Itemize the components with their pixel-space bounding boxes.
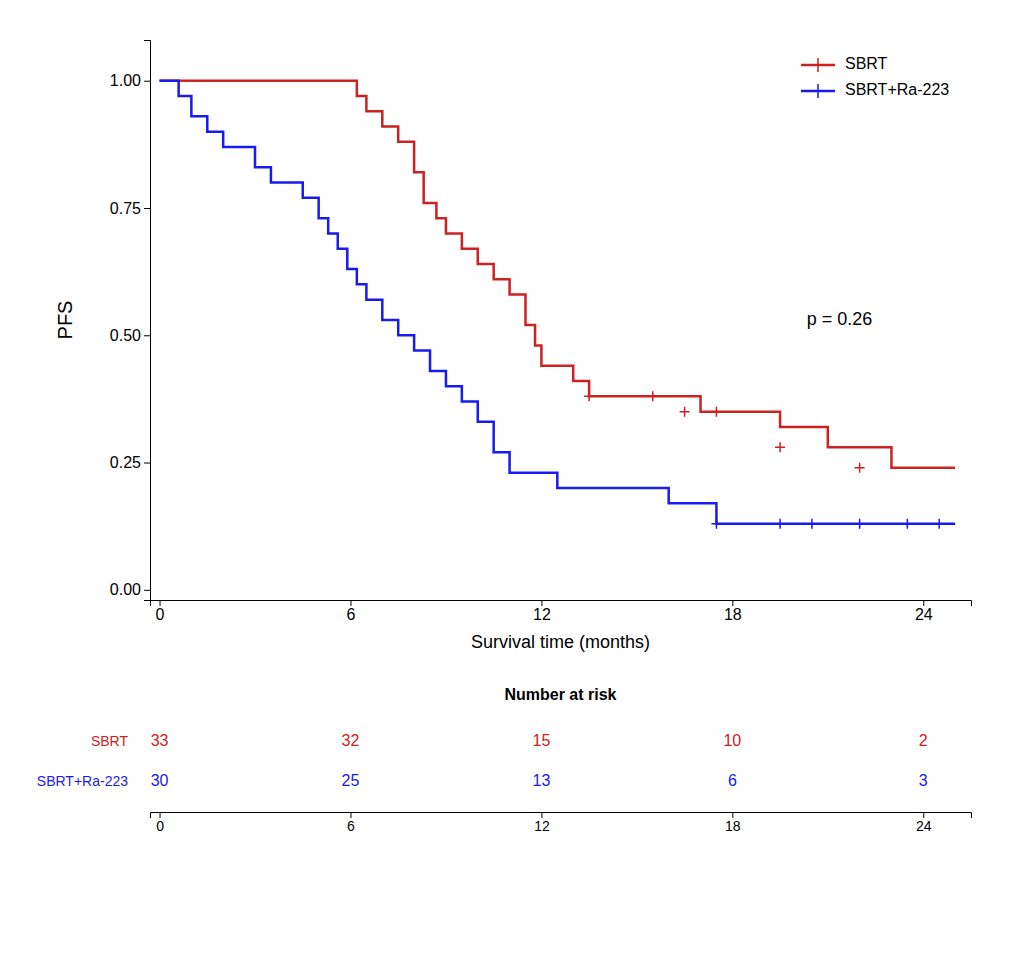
table-value: 32: [342, 732, 360, 749]
table-row-label: SBRT: [91, 733, 129, 749]
tick-label: 12: [534, 818, 550, 834]
table-value: 25: [342, 772, 360, 789]
tick: 18: [725, 812, 741, 834]
table-value: 15: [533, 732, 551, 749]
censor-mark: [934, 519, 944, 529]
tick: 6: [347, 600, 356, 623]
legend-item: SBRT: [801, 55, 888, 72]
table-value: 6: [728, 772, 737, 789]
tick: 0: [156, 600, 165, 623]
tick-label: 12: [533, 606, 551, 623]
survival-curve: [160, 81, 956, 468]
tick-mark: [144, 335, 150, 336]
tick: 12: [533, 600, 551, 623]
tick: 12: [534, 812, 550, 834]
censor-mark: [902, 519, 912, 529]
tick: 1.00: [110, 72, 150, 89]
tick-label: 18: [725, 818, 741, 834]
plot-marks: [160, 81, 956, 529]
censor-mark: [855, 463, 865, 473]
tick-label: 0: [156, 606, 165, 623]
tick-mark: [144, 590, 150, 591]
tick-mark: [144, 81, 150, 82]
tick-label: 6: [347, 818, 355, 834]
tick-mark: [144, 463, 150, 464]
tick-mark: [350, 600, 351, 606]
censor-mark: [711, 407, 721, 417]
tick: 24: [916, 812, 932, 834]
tick-label: 24: [916, 818, 932, 834]
tick-label: 0.50: [110, 327, 141, 344]
table-value: 3: [919, 772, 928, 789]
tick: 0.25: [110, 454, 150, 471]
tick-mark: [160, 600, 161, 606]
annotation: p = 0.26: [807, 309, 873, 329]
legend-item: SBRT+Ra-223: [801, 81, 949, 98]
tick-label: 0.75: [110, 200, 141, 217]
legend-label: SBRT: [845, 55, 888, 72]
tick-mark: [923, 600, 924, 606]
table-x-axis: 0 6 12 18 24: [151, 812, 972, 834]
y-axis: 0.00 0.25 0.50 0.75 1.00: [110, 41, 151, 601]
tick-label: 6: [347, 606, 356, 623]
censor-mark: [584, 391, 594, 401]
table-value: 30: [151, 772, 169, 789]
legend-marker: [811, 58, 825, 72]
table-value: 13: [533, 772, 551, 789]
survival-curve: [160, 81, 956, 524]
table-value: 33: [151, 732, 169, 749]
x-axis-title: Survival time (months): [471, 632, 650, 652]
tick-mark: [144, 208, 150, 209]
tick-label: 24: [915, 606, 933, 623]
legend: SBRT SBRT+Ra-223: [801, 55, 949, 98]
tick: 0.50: [110, 327, 150, 344]
tick: 24: [915, 600, 933, 623]
table-value: 10: [723, 732, 741, 749]
censor-mark: [680, 407, 690, 417]
legend-marker: [811, 84, 825, 98]
tick: 18: [724, 600, 742, 623]
axis-line: [151, 813, 972, 819]
chart: 0 6 12 18 24 0.00 0.25 0.50 0.75 1.00 Survival tim…: [0, 0, 1011, 968]
axis-line: [144, 41, 151, 601]
censor-mark: [855, 519, 865, 529]
tick: 6: [347, 812, 355, 834]
censor-mark: [807, 519, 817, 529]
x-axis: 0 6 12 18 24: [151, 600, 972, 623]
tick-label: 0.00: [110, 581, 141, 598]
tick-label: 18: [724, 606, 742, 623]
table-row-label: SBRT+Ra-223: [37, 773, 128, 789]
censor-mark: [775, 519, 785, 529]
tick-mark: [732, 600, 733, 606]
axis-line: [151, 601, 972, 607]
censor-mark: [775, 442, 785, 452]
tick: 0: [156, 812, 164, 834]
tick-label: 0.25: [110, 454, 141, 471]
y-axis-title: PFS: [54, 301, 76, 340]
table-title: Number at risk: [504, 686, 616, 703]
tick-label: 1.00: [110, 72, 141, 89]
table-value: 2: [919, 732, 928, 749]
tick: 0.75: [110, 200, 150, 217]
tick-mark: [541, 600, 542, 606]
tick-label: 0: [156, 818, 164, 834]
censor-mark: [711, 519, 721, 529]
tick: 0.00: [110, 581, 150, 598]
legend-label: SBRT+Ra-223: [845, 81, 949, 98]
censor-mark: [648, 391, 658, 401]
